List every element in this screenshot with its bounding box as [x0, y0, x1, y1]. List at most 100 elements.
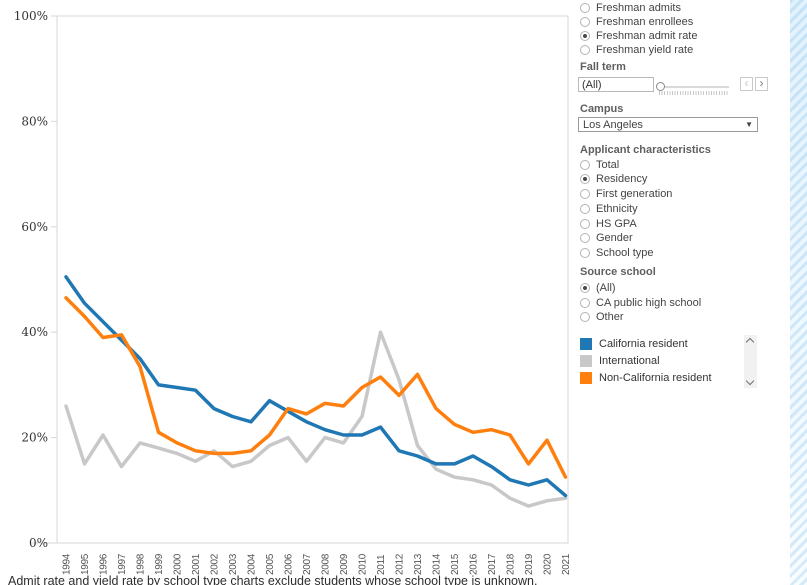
radio-label: Ethnicity	[596, 202, 638, 215]
scroll-down-icon[interactable]	[745, 376, 755, 386]
x-tick-label: 2019	[524, 553, 535, 575]
series-line-international[interactable]	[64, 330, 568, 508]
radio-label: HS GPA	[596, 217, 637, 230]
x-tick-label: 1996	[99, 553, 110, 575]
plot-border	[56, 15, 569, 544]
radio-icon[interactable]	[580, 218, 590, 229]
radio-label: (All)	[596, 281, 616, 294]
radio-label: Freshman yield rate	[596, 43, 694, 56]
radio-freshman-admits[interactable]: Freshman admits	[580, 1, 681, 14]
fall-term-input[interactable]	[578, 77, 654, 92]
x-tick-label: 2020	[543, 553, 554, 575]
page-background-stripes	[790, 0, 807, 585]
radio-icon[interactable]	[580, 232, 590, 243]
radio-icon[interactable]	[580, 203, 590, 214]
x-tick-label: 2002	[210, 553, 221, 575]
x-tick-label: 2017	[487, 553, 498, 575]
radio-label: Freshman enrollees	[596, 15, 694, 28]
filter-panel: Freshman admits Freshman enrollees Freshma…	[578, 0, 790, 585]
legend-swatch-icon	[580, 372, 592, 384]
radio-icon[interactable]	[580, 188, 590, 199]
radio-label: CA public high school	[596, 296, 702, 309]
legend-item-non-california-resident[interactable]: Non-California resident	[580, 371, 712, 385]
x-tick-label: 2016	[469, 553, 480, 575]
x-tick-label: 2006	[284, 553, 295, 575]
x-tick-label: 2010	[358, 553, 369, 575]
y-tick-label: 60%	[21, 220, 48, 234]
campus-dropdown-value: Los Angeles	[583, 118, 643, 131]
x-tick-label: 2003	[228, 553, 239, 575]
chart-footnote: Admit rate and yield rate by school type…	[8, 574, 538, 585]
radio-icon[interactable]	[580, 159, 590, 170]
slider-track[interactable]	[657, 86, 729, 88]
radio-label: Other	[596, 310, 624, 323]
scroll-up-icon[interactable]	[745, 337, 755, 347]
radio-icon[interactable]	[580, 2, 590, 13]
x-tick-label: 2001	[191, 553, 202, 575]
x-tick-label: 2000	[173, 553, 184, 575]
x-tick-label: 2007	[302, 553, 313, 575]
radio-icon[interactable]	[580, 311, 590, 322]
legend-label: California resident	[599, 338, 688, 350]
fall-term-label: Fall term	[580, 61, 626, 73]
legend-scrollbar[interactable]	[744, 335, 757, 388]
radio-label: School type	[596, 246, 654, 259]
radio-label: Total	[596, 158, 620, 171]
legend-item-international[interactable]: International	[580, 354, 660, 368]
x-tick-label: 2011	[376, 554, 387, 575]
slider-prev-button[interactable]: ‹	[740, 77, 753, 91]
radio-school-type[interactable]: School type	[580, 246, 653, 259]
radio-freshman-yield-rate[interactable]: Freshman yield rate	[580, 43, 693, 56]
radio-all[interactable]: (All)	[580, 281, 616, 294]
campus-dropdown[interactable]: Los Angeles ▼	[578, 117, 758, 132]
x-tick-label: 1995	[80, 553, 91, 575]
series-line-non-california-resident[interactable]	[64, 296, 568, 479]
x-tick-label: 2014	[432, 553, 443, 575]
x-tick-label: 2008	[321, 553, 332, 575]
radio-icon[interactable]	[580, 16, 590, 27]
x-tick-label: 1994	[62, 553, 73, 575]
series-line-california-resident[interactable]	[64, 275, 568, 498]
legend-label: Non-California resident	[599, 372, 712, 384]
legend-swatch-icon	[580, 355, 592, 367]
applicant-characteristics-label: Applicant characteristics	[580, 144, 711, 156]
y-tick-label: 20%	[21, 431, 48, 445]
x-tick-label: 2005	[265, 553, 276, 575]
radio-label: First generation	[596, 187, 673, 200]
x-tick-label: 2018	[506, 553, 517, 575]
radio-freshman-admit-rate[interactable]: Freshman admit rate	[580, 29, 697, 42]
radio-residency[interactable]: Residency	[580, 172, 647, 185]
radio-label: Gender	[596, 231, 633, 244]
radio-total[interactable]: Total	[580, 158, 619, 171]
radio-ethnicity[interactable]: Ethnicity	[580, 202, 638, 215]
radio-hs-gpa[interactable]: HS GPA	[580, 217, 637, 230]
source-school-label: Source school	[580, 266, 656, 278]
radio-icon[interactable]	[580, 297, 590, 308]
radio-selected-icon[interactable]	[580, 282, 590, 293]
legend-swatch-icon	[580, 338, 592, 350]
slider-next-button[interactable]: ›	[755, 77, 768, 91]
x-tick-label: 1998	[136, 553, 147, 575]
radio-ca-public-high-school[interactable]: CA public high school	[580, 296, 701, 309]
fall-term-slider	[656, 82, 729, 96]
x-tick-label: 2009	[339, 553, 350, 575]
y-tick-label: 100%	[14, 9, 48, 23]
radio-icon[interactable]	[580, 247, 590, 258]
radio-label: Residency	[596, 172, 648, 185]
x-tick-label: 2004	[247, 553, 258, 575]
slider-handle[interactable]	[656, 82, 665, 91]
radio-first-generation[interactable]: First generation	[580, 187, 672, 200]
radio-selected-icon[interactable]	[580, 30, 590, 41]
y-tick-label: 40%	[21, 325, 48, 339]
radio-icon[interactable]	[580, 44, 590, 55]
x-tick-label: 1997	[117, 553, 128, 575]
radio-selected-icon[interactable]	[580, 173, 590, 184]
legend-item-california-resident[interactable]: California resident	[580, 337, 688, 351]
chart-canvas[interactable]: 0%20%40%60%80%100%1994 1995 1996 1997 1998 19…	[0, 0, 578, 578]
radio-freshman-enrollees[interactable]: Freshman enrollees	[580, 15, 693, 28]
radio-other[interactable]: Other	[580, 310, 624, 323]
admit-rate-line-chart: 0% 20% 40% 60% 80% 100% 1994 1995 1996 1997 1998 19…	[0, 0, 578, 585]
radio-gender[interactable]: Gender	[580, 231, 633, 244]
y-axis: 0% 20% 40% 60% 80% 100%	[14, 9, 57, 550]
